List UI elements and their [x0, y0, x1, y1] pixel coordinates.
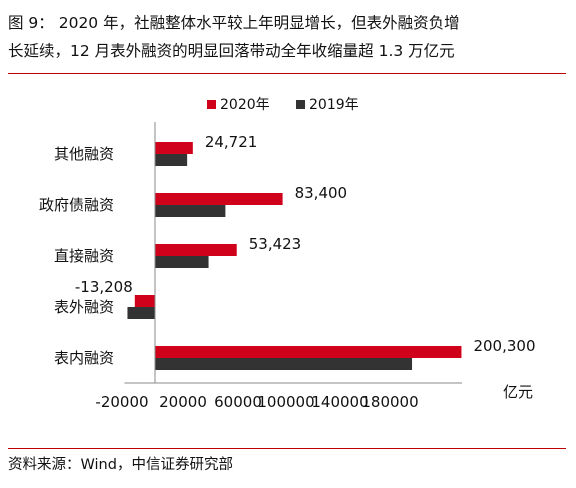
unit-label: 亿元: [503, 383, 533, 401]
data-label-2020-0: 24,721: [205, 133, 257, 151]
legend-label-2020: 2020年: [220, 97, 270, 113]
data-label-2020-1: 83,400: [295, 184, 348, 202]
legend-swatch-2019: [296, 100, 305, 109]
x-tick-label-1: 20000: [159, 393, 207, 411]
category-label-4: 表内融资: [54, 349, 114, 367]
x-tick-label-0: -20000: [95, 393, 148, 411]
category-label-3: 表外融资: [54, 298, 114, 316]
title-rule: [8, 73, 566, 74]
figure-title-line-2: 长延续，12 月表外融资的明显回落带动全年收缩量超 1.3 万亿元: [8, 42, 455, 60]
data-label-2020-4: 200,300: [473, 337, 535, 355]
x-tick-label-4: 140000: [311, 393, 368, 411]
bar-2019-3: [127, 307, 155, 319]
x-tick-label-3: 100000: [257, 393, 314, 411]
bar-2019-2: [155, 256, 209, 268]
bar-2019-1: [155, 205, 226, 217]
bar-2019-4: [155, 358, 413, 370]
x-tick-label-2: 60000: [214, 393, 262, 411]
bar-2019-0: [155, 154, 188, 166]
category-label-1: 政府债融资: [39, 196, 114, 214]
legend-label-2019: 2019年: [309, 97, 359, 113]
bar-2020-0: [155, 142, 193, 154]
legend-swatch-2020: [207, 100, 216, 109]
bar-2020-3: [134, 295, 155, 307]
source-note: 资料来源：Wind，中信证券研究部: [8, 457, 233, 473]
bar-2020-1: [155, 193, 283, 205]
category-label-2: 直接融资: [54, 247, 114, 265]
bar-2020-2: [155, 244, 237, 256]
data-label-2020-2: 53,423: [249, 235, 302, 253]
figure-title-line-1: 图 9： 2020 年，社融整体水平较上年明显增长，但表外融资负增: [8, 14, 460, 32]
bar-2020-4: [155, 346, 462, 358]
x-tick-label-5: 180000: [361, 393, 418, 411]
source-rule: [8, 448, 566, 449]
data-label-2020-3: -13,208: [75, 278, 133, 296]
category-label-0: 其他融资: [54, 145, 114, 163]
